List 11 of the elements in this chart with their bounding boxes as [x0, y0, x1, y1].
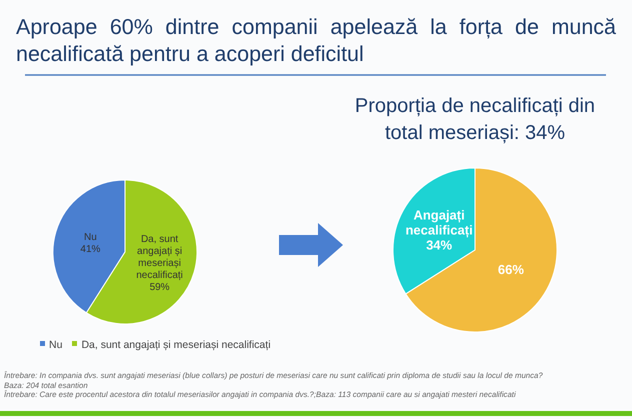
text: Aproape 60% dintre companii apelează la forța de muncă necalificată pentru a acoperi deficitul	[16, 14, 616, 68]
data-label: 66%	[498, 262, 524, 277]
slice-label: Da, sunt angajați și meseriași necalificați	[136, 234, 183, 282]
slice-label: Angajați necalificați	[405, 207, 473, 238]
data-label: 59%	[150, 282, 170, 294]
data-label: 41%	[80, 244, 101, 255]
legend-label: Da, sunt angajați și meseriași necalificați	[81, 339, 271, 351]
chart-title: Proporția de necalificați din total meseriași: 34%	[354, 94, 596, 146]
data-label: 34%	[426, 237, 453, 252]
legend-label: Nu	[49, 339, 62, 351]
slice-label: Nu	[84, 232, 97, 243]
